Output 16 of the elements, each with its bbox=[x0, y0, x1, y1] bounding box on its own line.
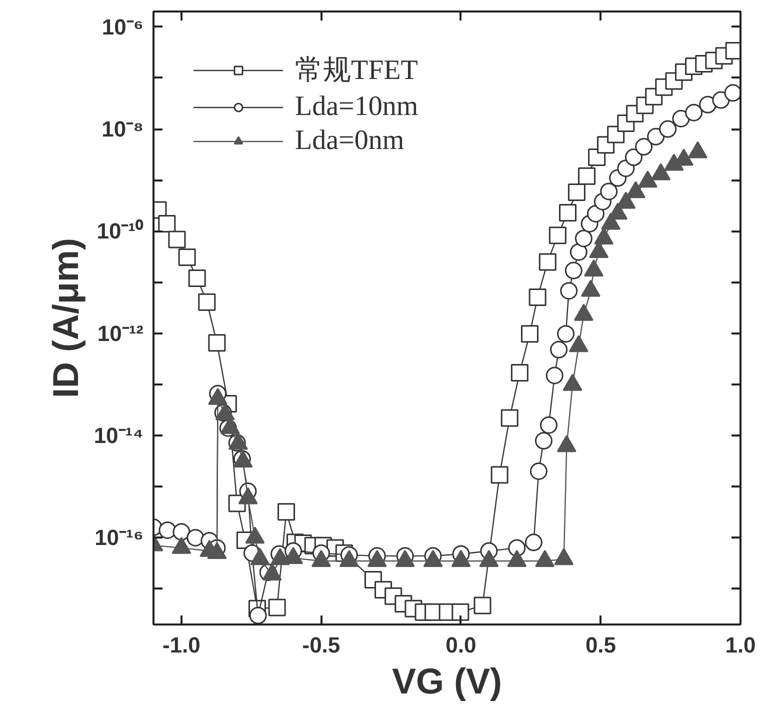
legend-label: 常规TFET bbox=[295, 54, 418, 88]
y-tick-label: 10⁻¹² bbox=[97, 320, 144, 346]
y-tick-label: 10⁻⁶ bbox=[102, 14, 144, 40]
x-tick-label: 1.0 bbox=[725, 632, 756, 658]
legend-label: Lda=0nm bbox=[295, 125, 404, 157]
y-axis-title: ID (A/μm) bbox=[44, 238, 86, 398]
y-tick-label: 10⁻¹⁰ bbox=[96, 218, 144, 244]
x-tick-label: 0.5 bbox=[585, 632, 616, 658]
y-tick-label: 10⁻¹⁴ bbox=[94, 423, 144, 448]
x-tick-label: 0.0 bbox=[446, 632, 476, 658]
y-tick-label: 10⁻⁸ bbox=[102, 116, 144, 142]
x-tick-label: -0.5 bbox=[302, 632, 340, 658]
x-axis-title: VG (V) bbox=[392, 660, 502, 702]
x-tick-label: -1.0 bbox=[162, 632, 200, 658]
y-tick-label: 10⁻¹⁶ bbox=[94, 525, 144, 550]
legend-label: Lda=10nm bbox=[295, 91, 418, 123]
